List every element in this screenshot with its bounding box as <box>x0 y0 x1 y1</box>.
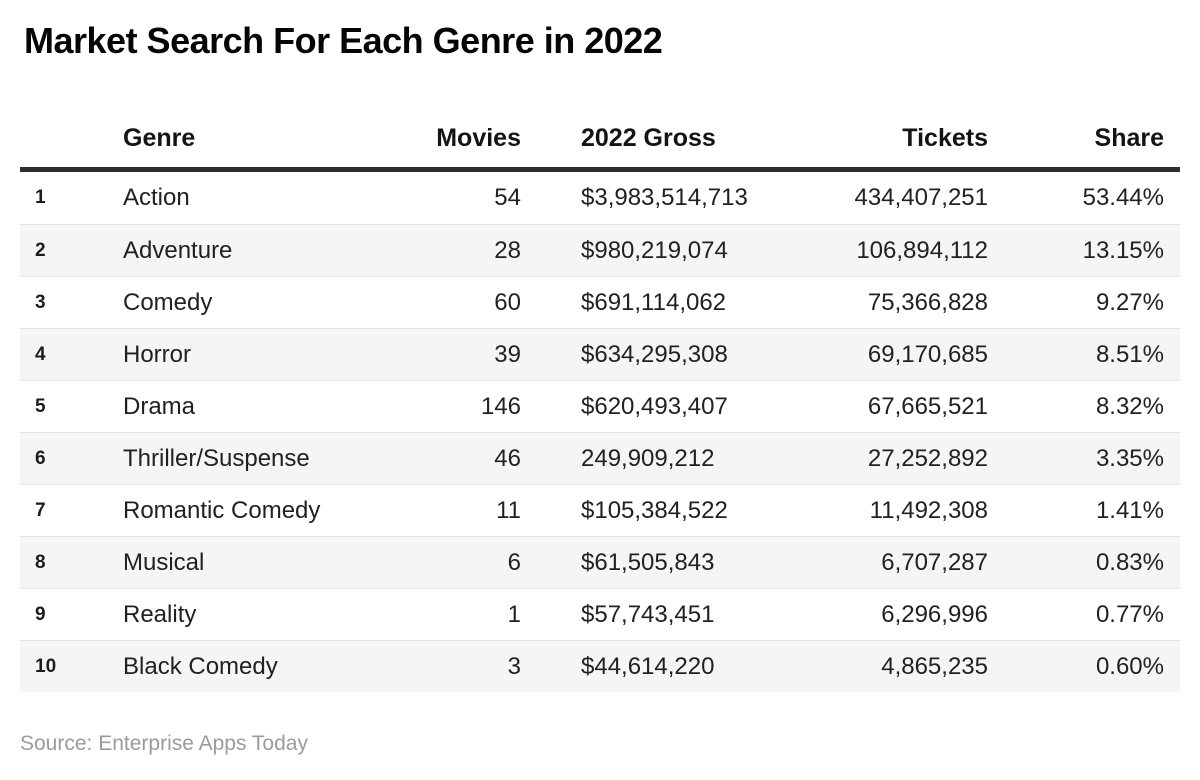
cell-rank: 1 <box>35 187 46 208</box>
cell-share: 9.27% <box>1095 288 1164 316</box>
cell-movies: 11 <box>496 496 521 524</box>
cell-rank: 9 <box>35 603 46 625</box>
cell-genre: Action <box>123 184 190 211</box>
cell-genre: Horror <box>123 340 192 368</box>
table-row: 8 Musical 6 $61,505,843 6,707,287 0.83% <box>20 536 1180 588</box>
page-title: Market Search For Each Genre in 2022 <box>24 20 663 61</box>
cell-share: 1.41% <box>1095 496 1164 524</box>
table-row: 1 Action 54 $3,983,514,713 434,407,251 5… <box>20 172 1180 224</box>
cell-movies: 46 <box>494 444 521 472</box>
cell-movies: 3 <box>507 652 521 680</box>
genre-market-table: Genre Movies 2022 Gross Tickets Share 1 … <box>20 105 1180 692</box>
cell-genre: Reality <box>123 600 197 628</box>
cell-rank: 2 <box>35 239 46 261</box>
cell-tickets: 11,492,308 <box>869 496 988 524</box>
column-header-movies: Movies <box>436 124 521 152</box>
cell-rank: 3 <box>35 291 46 313</box>
cell-gross: $634,295,308 <box>581 340 728 368</box>
cell-rank: 4 <box>35 343 46 365</box>
cell-share: 8.32% <box>1095 392 1164 420</box>
table-row: 4 Horror 39 $634,295,308 69,170,685 8.51… <box>20 328 1180 380</box>
cell-gross: $980,219,074 <box>581 236 728 264</box>
cell-tickets: 6,707,287 <box>881 548 988 576</box>
column-header-tickets: Tickets <box>902 124 988 152</box>
table-row: 10 Black Comedy 3 $44,614,220 4,865,235 … <box>20 640 1180 692</box>
cell-genre: Thriller/Suspense <box>123 444 310 472</box>
table-row: 9 Reality 1 $57,743,451 6,296,996 0.77% <box>20 588 1180 640</box>
cell-rank: 10 <box>35 655 57 677</box>
cell-genre: Comedy <box>123 288 213 316</box>
cell-tickets: 27,252,892 <box>867 444 988 472</box>
table-row: 3 Comedy 60 $691,114,062 75,366,828 9.27… <box>20 276 1180 328</box>
table-row: 7 Romantic Comedy 11 $105,384,522 11,492… <box>20 484 1180 536</box>
cell-tickets: 6,296,996 <box>881 600 988 628</box>
table-header-row: Genre Movies 2022 Gross Tickets Share <box>20 105 1180 172</box>
cell-share: 3.35% <box>1095 444 1164 472</box>
cell-rank: 5 <box>35 395 46 417</box>
column-header-genre: Genre <box>123 124 196 152</box>
table-row: 6 Thriller/Suspense 46 249,909,212 27,25… <box>20 432 1180 484</box>
cell-gross: $691,114,062 <box>581 288 727 316</box>
cell-gross: 249,909,212 <box>581 444 715 472</box>
cell-tickets: 69,170,685 <box>867 340 988 368</box>
cell-rank: 7 <box>35 499 46 521</box>
cell-genre: Adventure <box>123 236 233 264</box>
cell-genre: Romantic Comedy <box>123 496 321 524</box>
cell-tickets: 67,665,521 <box>867 392 988 420</box>
cell-share: 0.83% <box>1095 548 1164 576</box>
cell-genre: Drama <box>123 392 196 420</box>
cell-gross: $61,505,843 <box>581 548 715 576</box>
column-header-gross: 2022 Gross <box>581 124 716 152</box>
cell-share: 0.77% <box>1095 600 1164 628</box>
cell-movies: 146 <box>480 392 521 420</box>
table-row: 2 Adventure 28 $980,219,074 106,894,112 … <box>20 224 1180 276</box>
cell-gross: $105,384,522 <box>581 496 728 524</box>
cell-movies: 1 <box>507 600 521 628</box>
cell-genre: Musical <box>123 548 205 576</box>
cell-gross: $44,614,220 <box>581 652 715 680</box>
table-row: 5 Drama 146 $620,493,407 67,665,521 8.32… <box>20 380 1180 432</box>
cell-tickets: 75,366,828 <box>867 288 988 316</box>
cell-movies: 60 <box>494 288 521 316</box>
cell-movies: 39 <box>494 340 521 368</box>
cell-share: 13.15% <box>1082 236 1164 264</box>
cell-share: 8.51% <box>1095 340 1164 368</box>
cell-genre: Black Comedy <box>123 652 278 680</box>
cell-gross: $3,983,514,713 <box>581 184 748 211</box>
cell-share: 0.60% <box>1095 652 1164 680</box>
cell-movies: 28 <box>494 236 521 264</box>
cell-rank: 6 <box>35 447 46 469</box>
cell-movies: 6 <box>507 548 521 576</box>
cell-movies: 54 <box>494 184 521 211</box>
cell-gross: $57,743,451 <box>581 600 715 628</box>
column-header-share: Share <box>1094 124 1164 152</box>
cell-tickets: 106,894,112 <box>856 236 988 264</box>
cell-rank: 8 <box>35 551 46 573</box>
cell-gross: $620,493,407 <box>581 392 728 420</box>
cell-share: 53.44% <box>1082 184 1164 211</box>
cell-tickets: 434,407,251 <box>854 184 988 211</box>
cell-tickets: 4,865,235 <box>881 652 988 680</box>
source-note: Source: Enterprise Apps Today <box>20 732 308 755</box>
